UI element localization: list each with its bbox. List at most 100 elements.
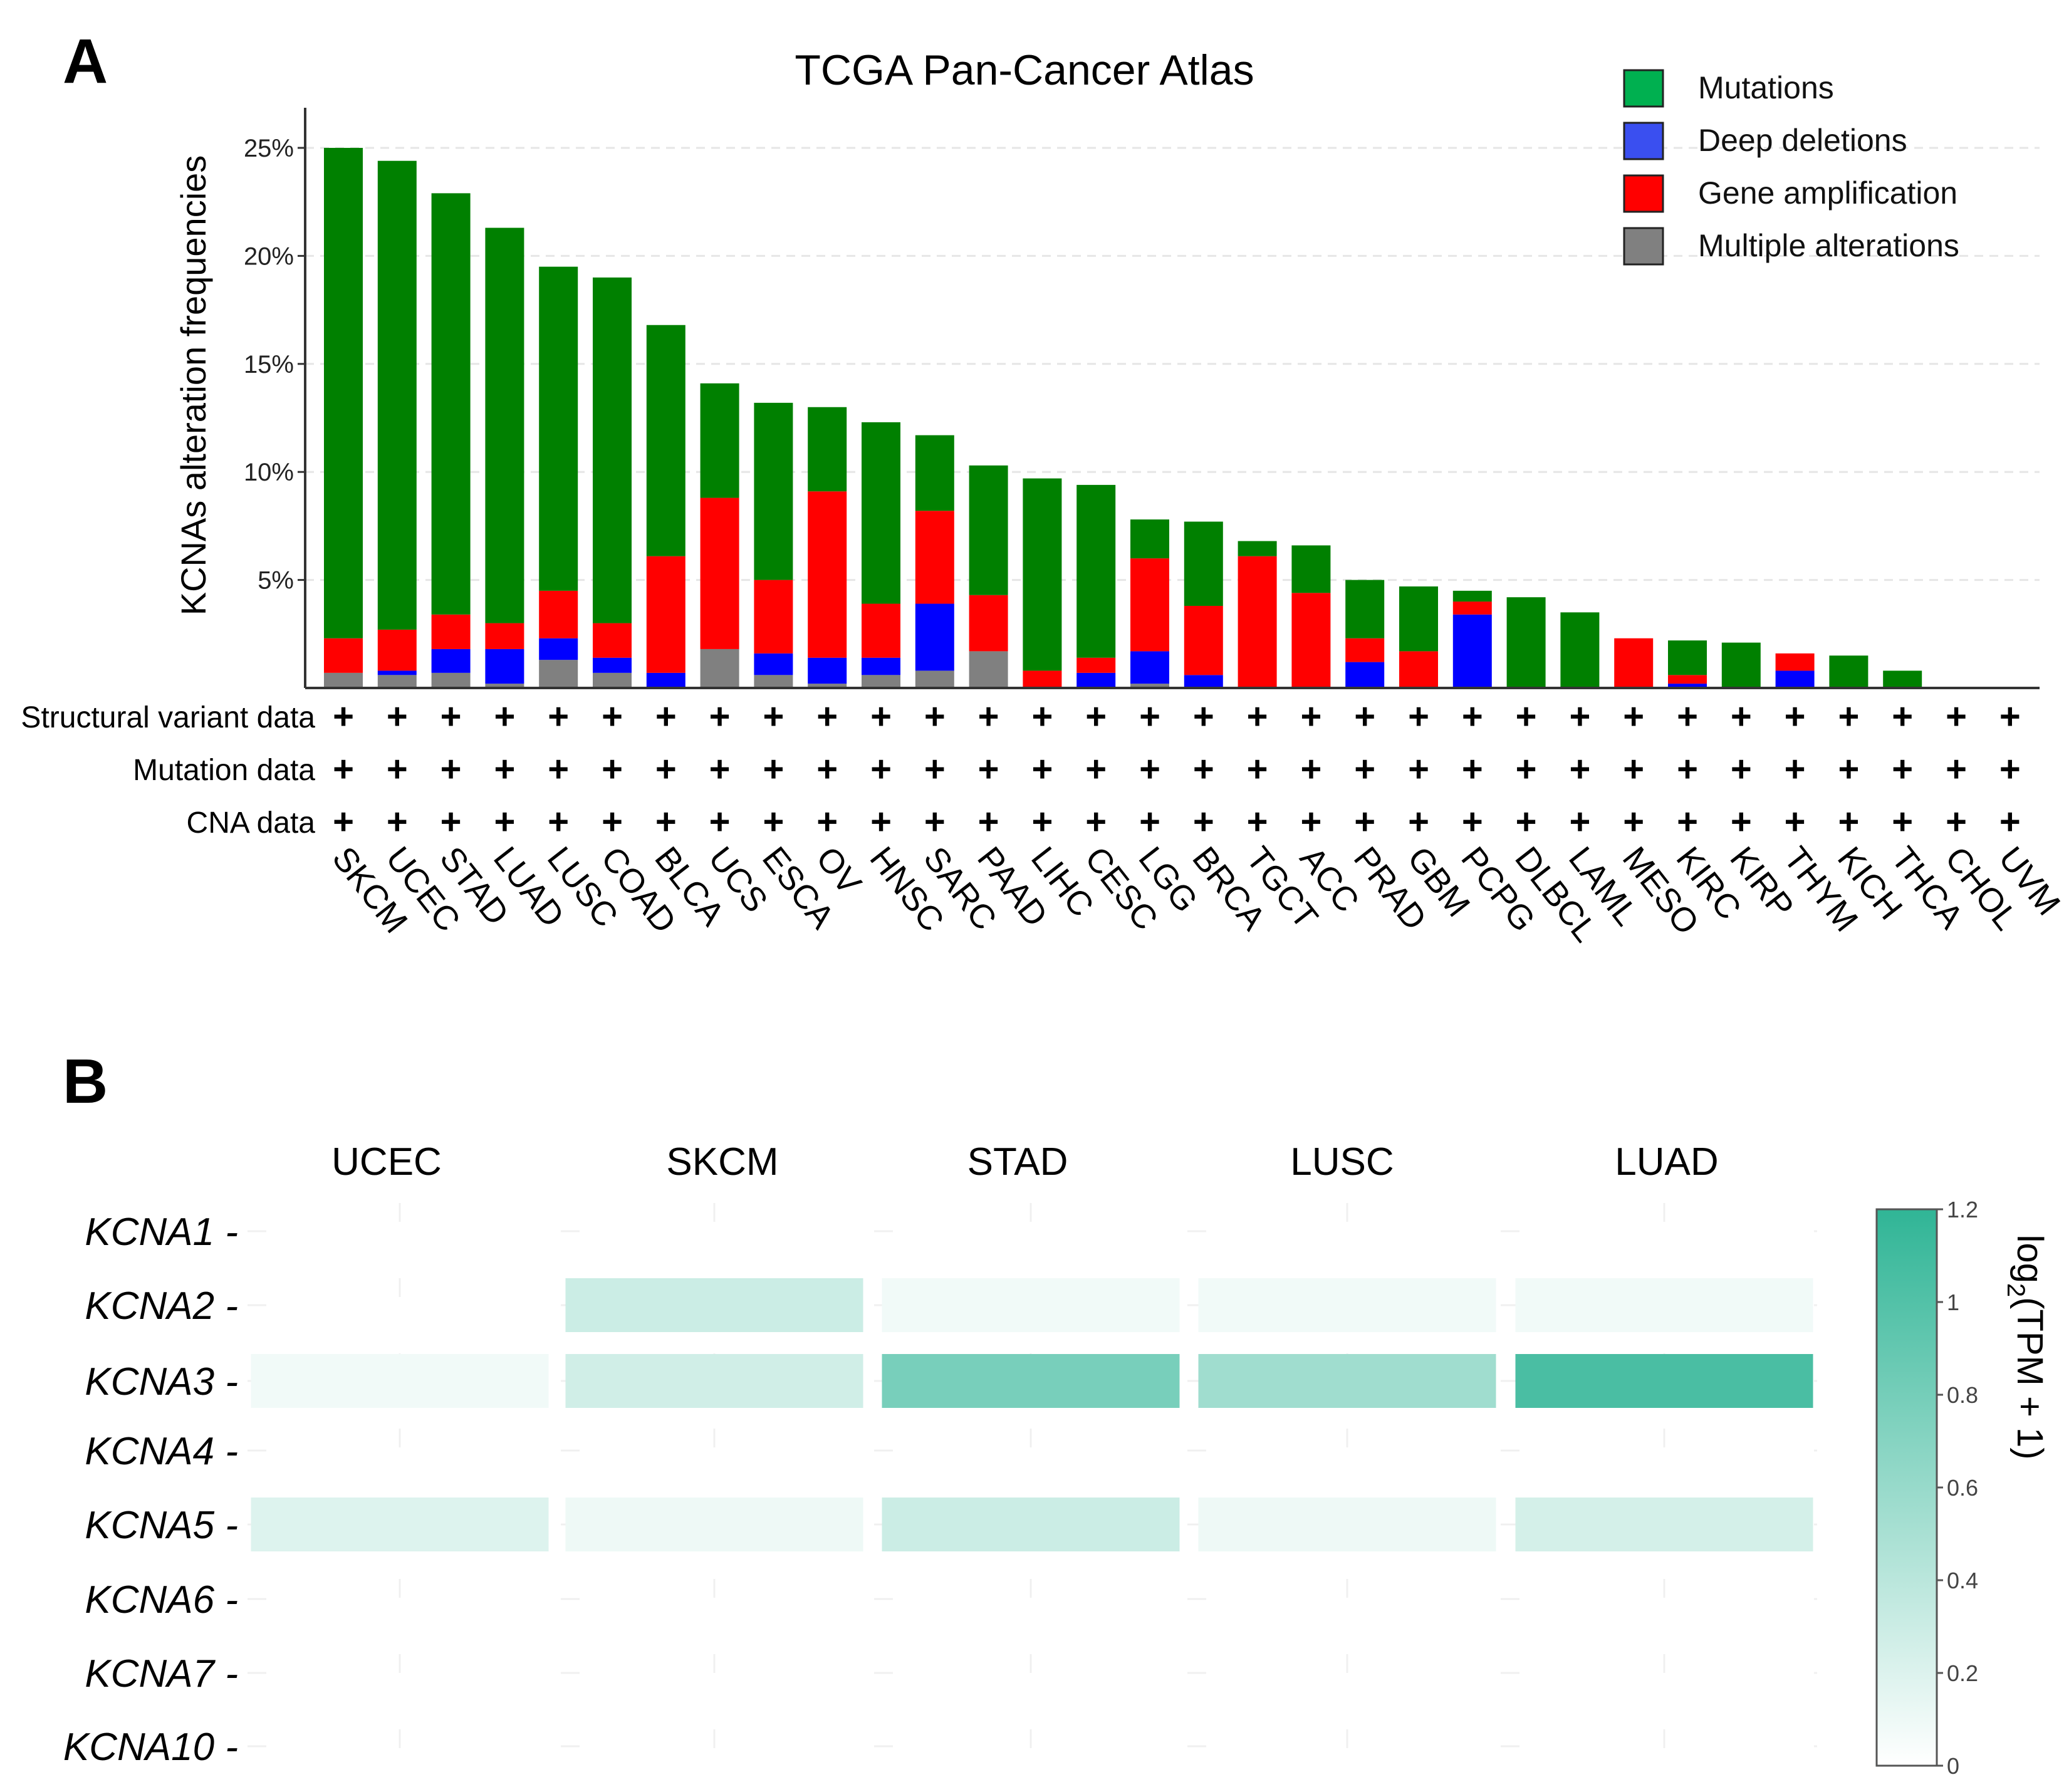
bar-segment-lgg-mutations [1130, 519, 1169, 559]
bar-segment-esca-multiple-alterations [754, 675, 793, 688]
data-row-marker: + [763, 696, 784, 737]
bar-segment-stad-mutations [431, 193, 471, 615]
bar-segment-luad-mutations [485, 227, 524, 623]
data-row-marker: + [548, 749, 569, 789]
heatmap-cell-kcna5-luad [1515, 1498, 1813, 1551]
bar-segment-stad-multiple-alterations [431, 672, 471, 688]
bar-segment-cesc-mutations [1076, 484, 1116, 658]
bar-segment-kirc-gene-amplification [1668, 675, 1707, 684]
data-row-marker: + [1462, 696, 1483, 737]
data-row-marker: + [1677, 801, 1698, 842]
bar-segment-ucs-multiple-alterations [700, 649, 739, 688]
data-row-marker: + [1031, 696, 1053, 737]
heatmap-cell-kcna2-luad [1515, 1278, 1813, 1332]
bar-segment-luad-multiple-alterations [485, 684, 524, 688]
chart-a-title: TCGA Pan-Cancer Atlas [795, 46, 1254, 94]
data-row-marker: + [1838, 749, 1859, 789]
colorbar-label: log2(TPM + 1) [2002, 1234, 2050, 1459]
row-label: KCNA5 - [85, 1504, 238, 1547]
bar-segment-esca-mutations [754, 402, 793, 580]
data-row-marker: + [763, 749, 784, 789]
data-row-marker: + [494, 749, 515, 789]
heatmap-cell-kcna5-skcm [565, 1498, 863, 1551]
data-row-marker: + [1300, 696, 1321, 737]
data-row-marker: + [1569, 696, 1590, 737]
chart-b-column-headers: UCEC SKCM STAD LUSC LUAD [331, 1140, 1719, 1184]
bar-segment-lusc-deep-deletions [539, 638, 578, 660]
bar-segment-coad-deep-deletions [593, 657, 632, 673]
chart-a-y-ticks: 5% 10% 15% 20% 25% [244, 135, 305, 595]
y-tick-label: 5% [258, 567, 294, 595]
y-tick-label: 25% [244, 135, 294, 162]
data-row-marker: + [1085, 696, 1107, 737]
colorbar-tick-label: 0.6 [1947, 1475, 1978, 1501]
data-row-marker: + [1193, 801, 1214, 842]
data-row-marker: + [1946, 801, 1967, 842]
chart-a-bars [324, 148, 1922, 688]
heatmap-cell-kcna3-ucec [251, 1354, 549, 1408]
data-row-marker: + [816, 801, 838, 842]
legend-swatch [1623, 174, 1664, 213]
data-row-marker: + [978, 801, 999, 842]
data-row-marker: + [494, 696, 515, 737]
data-row-marker: + [1085, 749, 1107, 789]
colorbar-tick-label: 1.2 [1947, 1197, 1978, 1222]
bar-segment-dlbcl-mutations [1506, 597, 1546, 688]
data-row-marker: + [333, 696, 354, 737]
y-tick-label: 15% [244, 351, 294, 378]
bar-segment-ucs-gene-amplification [700, 497, 739, 649]
data-row-marker: + [978, 696, 999, 737]
bar-segment-lihc-gene-amplification [1023, 670, 1062, 688]
data-row-marker: + [1785, 801, 1806, 842]
data-row-marker: + [1731, 696, 1752, 737]
legend-label: Deep deletions [1698, 123, 1907, 158]
data-row-marker: + [1354, 696, 1375, 737]
legend-label: Multiple alterations [1698, 228, 1959, 263]
data-row-marker: + [1031, 801, 1053, 842]
data-row-marker: + [1677, 749, 1698, 789]
data-row-marker: + [1838, 696, 1859, 737]
bar-segment-ov-multiple-alterations [808, 684, 847, 688]
data-row-marker: + [440, 749, 462, 789]
bar-segment-coad-multiple-alterations [593, 672, 632, 688]
bar-segment-skcm-gene-amplification [324, 638, 363, 673]
bar-segment-lihc-mutations [1023, 478, 1062, 671]
data-row-marker: + [816, 696, 838, 737]
bar-segment-laml-mutations [1560, 612, 1600, 688]
data-row-marker: + [1569, 801, 1590, 842]
data-row-marker: + [387, 801, 408, 842]
data-row-marker: + [1623, 801, 1644, 842]
data-row-marker: + [763, 801, 784, 842]
bar-segment-pcpg-deep-deletions [1452, 614, 1492, 688]
bar-segment-acc-gene-amplification [1291, 593, 1331, 688]
data-row-marker: + [602, 696, 623, 737]
data-row-marker: + [1999, 696, 2021, 737]
data-row-marker: + [1999, 801, 2021, 842]
heatmap-cell-kcna2-lusc [1198, 1278, 1496, 1332]
bar-segment-kirc-deep-deletions [1668, 684, 1707, 688]
bar-segment-sarc-gene-amplification [915, 511, 954, 604]
bar-segment-hnsc-gene-amplification [862, 603, 900, 658]
data-row-marker: + [1462, 749, 1483, 789]
data-row-marker: + [333, 749, 354, 789]
data-row-marker: + [387, 749, 408, 789]
row-label: KCNA10 - [63, 1726, 238, 1769]
bar-segment-paad-multiple-alterations [969, 651, 1008, 688]
bar-segment-acc-mutations [1291, 545, 1331, 593]
data-row-marker: + [602, 749, 623, 789]
bar-segment-lgg-deep-deletions [1130, 651, 1169, 684]
bar-segment-cesc-gene-amplification [1076, 657, 1116, 673]
bar-segment-coad-gene-amplification [593, 623, 632, 658]
data-row-marker: + [1462, 801, 1483, 842]
data-row-marker: + [1408, 749, 1429, 789]
colorbar-tick-label: 0 [1947, 1753, 1959, 1779]
data-row-marker: + [1139, 801, 1160, 842]
colorbar-tick-label: 0.2 [1947, 1660, 1978, 1686]
bar-segment-sarc-multiple-alterations [915, 670, 954, 688]
data-row-marker: + [709, 696, 731, 737]
bar-segment-thym-deep-deletions [1775, 670, 1815, 688]
bar-segment-blca-deep-deletions [646, 672, 685, 688]
data-row-marker: + [440, 801, 462, 842]
bar-segment-gbm-gene-amplification [1399, 651, 1438, 688]
